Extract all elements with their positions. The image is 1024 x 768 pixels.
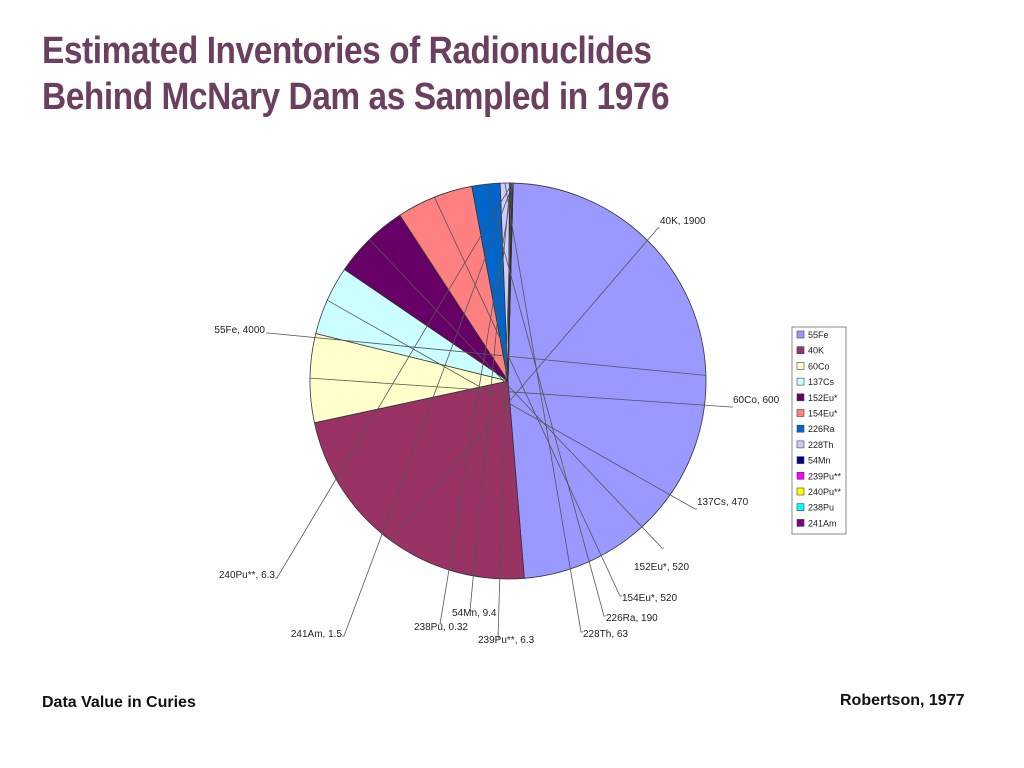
legend-swatch-154eu [796, 409, 805, 417]
slice-label-238pu: 238Pu, 0.32 [414, 622, 468, 633]
legend-swatch-60co [796, 362, 805, 370]
slice-label-55fe: 55Fe, 4000 [214, 325, 265, 336]
slice-label-137cs: 137Cs, 470 [697, 497, 749, 508]
legend-label-238pu: 238Pu [808, 503, 834, 513]
leader-line-238pu [439, 183, 514, 625]
legend-label-226ra: 226Ra [808, 424, 835, 434]
legend-label-152eu: 152Eu* [808, 393, 838, 403]
pie-slice-55fe [507, 182, 707, 579]
legend-label-40k: 40K [808, 346, 824, 356]
legend-swatch-55fe [796, 330, 805, 339]
slice-label-239pu: 239Pu**, 6.3 [478, 635, 535, 646]
legend-label-60co: 60Co [808, 361, 830, 371]
slice-label-152eu: 152Eu*, 520 [634, 562, 689, 573]
leader-line-137cs [327, 299, 697, 510]
leader-line-240pu [275, 182, 513, 579]
legend-swatch-226ra [796, 424, 805, 433]
leader-line-226ra [485, 184, 606, 617]
legend-label-54mn: 54Mn [808, 456, 831, 466]
title-line-1: Estimated Inventories of Radionuclides [42, 30, 652, 72]
slice-label-40k: 40K, 1900 [660, 216, 706, 227]
slice-label-228th: 228Th, 63 [583, 629, 628, 640]
legend: 55Fe 40K 60Co 137Cs 152Eu* 154Eu* 226Ra 228Th 54… [791, 326, 847, 535]
page-title: Estimated Inventories of Radionuclides B… [42, 28, 670, 120]
legend-swatch-152eu [796, 393, 805, 402]
legend-label-154eu: 154Eu* [808, 409, 838, 419]
pie-slices [309, 182, 707, 580]
legend-label-55fe: 55Fe [808, 330, 829, 340]
leader-lines [266, 182, 733, 639]
slice-label-154eu: 154Eu*, 520 [622, 593, 677, 604]
legend-swatch-241am [796, 519, 805, 527]
legend-swatch-40k [796, 346, 805, 355]
leader-line-54mn [469, 182, 511, 612]
legend-swatch-137cs [796, 377, 805, 386]
leader-line-55fe [266, 332, 706, 376]
legend-label-241am: 241Am [808, 518, 837, 528]
leader-line-40k [389, 227, 660, 541]
legend-label-239pu: 239Pu** [808, 471, 842, 481]
leader-line-241am [342, 182, 514, 637]
legend-swatch-228th [796, 440, 805, 449]
legend-swatch-240pu [796, 487, 805, 496]
leader-line-239pu [497, 182, 512, 639]
slice-label-241am: 241Am, 1.5 [291, 629, 343, 640]
legend-label-137cs: 137Cs [808, 377, 835, 387]
footnote-units: Data Value in Curies [42, 694, 196, 711]
title-line-2: Behind McNary Dam as Sampled in 1976 [42, 76, 670, 118]
source-citation: Robertson, 1977 [840, 692, 965, 709]
leader-line-60co [309, 377, 733, 408]
slice-label-226ra: 226Ra, 190 [606, 613, 658, 624]
legend-swatch-238pu [796, 503, 805, 512]
leader-line-152eu [369, 239, 664, 549]
slice-label-60co: 60Co, 600 [733, 395, 780, 406]
legend-swatch-54mn [796, 456, 805, 464]
slice-label-240pu: 240Pu**, 6.3 [219, 570, 276, 581]
legend-swatch-239pu [796, 471, 805, 480]
legend-label-228th: 228Th [808, 440, 834, 450]
slice-label-54mn: 54Mn, 9.4 [452, 608, 497, 619]
leader-line-228th [504, 182, 583, 633]
slice-labels: 55Fe, 4000 40K, 1900 60Co, 600 137Cs, 470 15… [214, 216, 779, 646]
legend-label-240pu: 240Pu** [808, 487, 842, 497]
